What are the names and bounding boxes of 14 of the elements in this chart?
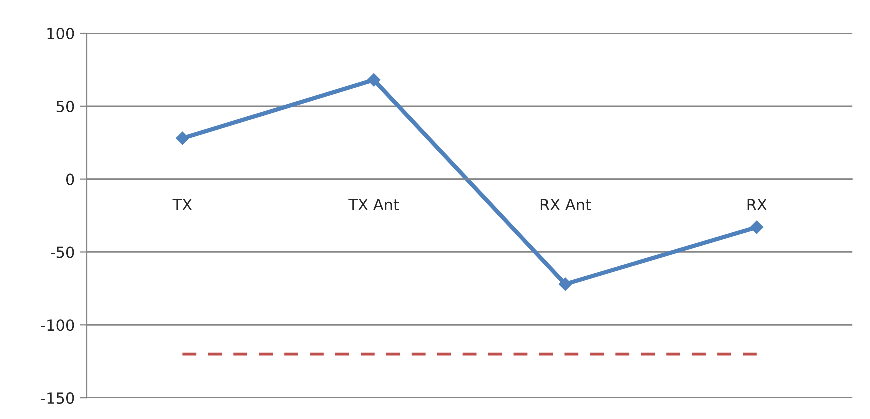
y-tick-label: 100 xyxy=(48,28,74,40)
point xyxy=(750,220,764,234)
y-tick-label: 0 xyxy=(66,174,74,186)
y-tick-label: -150 xyxy=(41,392,74,404)
point xyxy=(558,278,572,291)
x-tick-label: RX Ant xyxy=(540,199,592,210)
point xyxy=(176,132,190,146)
x-tick-label: TX Ant xyxy=(348,199,400,210)
x-tick-label: TX xyxy=(172,199,192,210)
y-tick-label: -50 xyxy=(50,246,74,258)
point xyxy=(368,74,381,87)
x-tick-label: RX xyxy=(748,199,767,210)
y-tick-label: 50 xyxy=(56,100,74,112)
y-tick-label: -100 xyxy=(41,320,74,332)
